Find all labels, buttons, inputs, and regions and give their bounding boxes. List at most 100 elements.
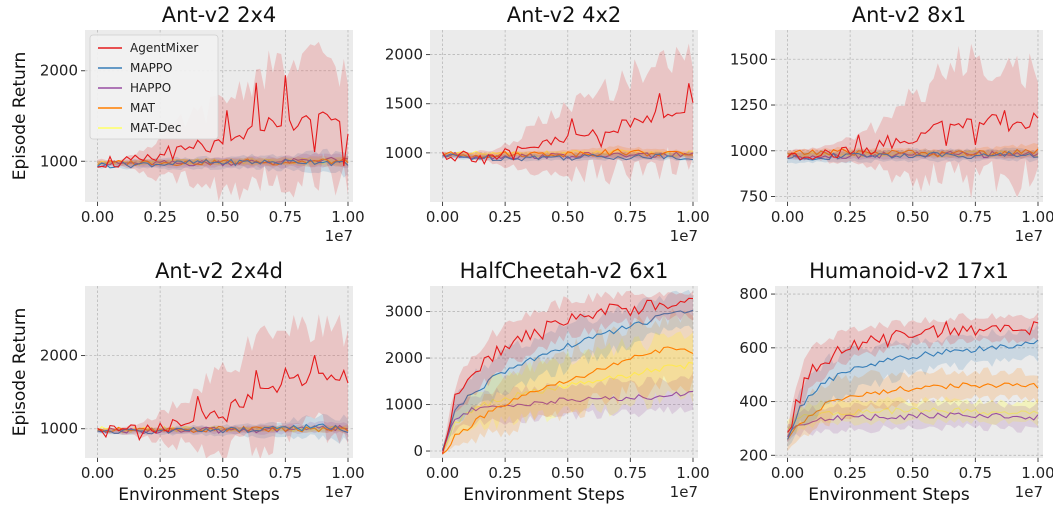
y-tick-label: 1000 — [40, 152, 78, 170]
x-offset-label: 1e7 — [325, 227, 353, 245]
band-mappo — [442, 289, 693, 454]
y-tick-label: 1000 — [40, 420, 78, 438]
x-tick-label: 0.00 — [771, 464, 804, 482]
y-tick-label: 1500 — [385, 95, 423, 113]
x-tick-label: 1.00 — [676, 464, 709, 482]
x-tick-label: 0.50 — [551, 208, 584, 226]
subplot-4: 0.00 0.25 0.50 0.75 1.00 1000 2000 1e7 Ant-v2 2x… — [10, 259, 365, 505]
x-tick-label: 0.75 — [959, 464, 992, 482]
legend-label: MAT-Dec — [130, 121, 181, 135]
plot-area — [775, 286, 1043, 458]
subplot-1: 0.00 0.25 0.50 0.75 1.00 1000 2000 1e7 Ant-v2 2x… — [10, 3, 365, 245]
line-mat-dec — [97, 157, 349, 167]
x-tick-label: 0.50 — [206, 464, 239, 482]
band-agentmixer — [787, 43, 1038, 199]
band-mappo — [787, 322, 1038, 448]
band-happo — [442, 151, 693, 160]
x-tick-label: 0.25 — [488, 208, 521, 226]
x-tick-label: 0.50 — [896, 208, 929, 226]
y-tick-label: 2000 — [40, 62, 78, 80]
line-agentmixer — [97, 355, 349, 442]
x-tick-label: 0.75 — [959, 208, 992, 226]
line-mappo — [97, 423, 349, 435]
line-mappo — [441, 309, 694, 451]
y-axis-label: Episode Return — [10, 308, 30, 437]
y-tick-label: 600 — [739, 339, 768, 357]
band-agentmixer — [787, 312, 1038, 443]
line-happo — [442, 151, 694, 160]
line-agentmixer — [787, 320, 1039, 433]
x-tick-label: 0.25 — [143, 208, 176, 226]
x-tick-label: 0.75 — [614, 208, 647, 226]
y-tick-label: 3000 — [385, 303, 423, 321]
line-mappo — [787, 150, 1039, 161]
band-agentmixer — [97, 314, 348, 458]
legend-box — [89, 34, 219, 140]
series-layer — [442, 43, 694, 185]
line-agentmixer — [787, 110, 1039, 161]
x-tick-label: 1.00 — [331, 464, 364, 482]
x-tick-label: 1.00 — [1021, 208, 1053, 226]
subplot-title: Ant-v2 2x4 — [162, 3, 277, 27]
y-tick-label: 750 — [739, 188, 768, 206]
y-tick-label: 2000 — [40, 347, 78, 365]
subplot-6: 0.00 0.25 0.50 0.75 1.00 200 400 600 800 1e7 Human… — [739, 259, 1053, 505]
band-mappo — [97, 148, 348, 178]
y-tick-label: 2000 — [385, 46, 423, 64]
line-mat — [442, 148, 694, 159]
legend-label: MAPPO — [130, 61, 172, 75]
series-layer — [441, 289, 694, 456]
x-tick-label: 0.50 — [896, 464, 929, 482]
y-axis-label: Episode Return — [10, 52, 30, 181]
line-mat-dec — [787, 407, 1039, 430]
x-offset-label: 1e7 — [670, 227, 698, 245]
y-tick-label: 1250 — [730, 96, 768, 114]
x-offset-label: 1e7 — [325, 483, 353, 501]
band-mappo — [97, 413, 348, 444]
x-tick-label: 0.00 — [426, 464, 459, 482]
y-tick-label: 1000 — [385, 144, 423, 162]
line-mappo — [442, 153, 694, 162]
y-tick-label: 1000 — [385, 396, 423, 414]
x-offset-label: 1e7 — [1015, 227, 1043, 245]
band-happo — [442, 372, 693, 454]
series-layer — [787, 43, 1039, 199]
y-tick-label: 0 — [413, 442, 423, 460]
band-agentmixer — [442, 290, 693, 453]
x-axis-label: Environment Steps — [808, 485, 970, 505]
subplot-title: Ant-v2 2x4d — [155, 259, 283, 283]
line-agentmixer — [441, 297, 694, 454]
line-mat — [787, 382, 1039, 440]
line-mappo — [97, 158, 349, 169]
legend-label: AgentMixer — [130, 41, 198, 55]
series-layer — [97, 41, 349, 202]
legend-label: HAPPO — [130, 81, 171, 95]
line-agentmixer — [97, 75, 349, 168]
x-axis-label: Environment Steps — [463, 485, 625, 505]
x-axis-label: Environment Steps — [118, 485, 280, 505]
band-happo — [787, 399, 1038, 443]
line-happo — [787, 412, 1039, 438]
line-mappo — [786, 339, 1039, 440]
series-layer — [786, 312, 1039, 452]
subplot-title: Humanoid-v2 17x1 — [809, 259, 1009, 283]
subplot-title: HalfCheetah-v2 6x1 — [460, 259, 669, 283]
x-tick-label: 0.50 — [206, 208, 239, 226]
subplot-5: 0.00 0.25 0.50 0.75 1.00 0 1000 2000 3000 1e7 Half… — [385, 259, 710, 505]
y-tick-label: 1500 — [730, 50, 768, 68]
x-tick-label: 1.00 — [331, 208, 364, 226]
x-offset-label: 1e7 — [670, 483, 698, 501]
line-mat — [787, 148, 1039, 158]
legend-label: MAT — [130, 101, 156, 115]
plot-area — [430, 286, 698, 458]
x-tick-label: 0.25 — [833, 208, 866, 226]
subplot-title: Ant-v2 4x2 — [507, 3, 622, 27]
x-tick-label: 0.25 — [488, 464, 521, 482]
legend: AgentMixer MAPPO HAPPO MAT MAT-Dec — [89, 34, 219, 140]
x-tick-label: 0.00 — [81, 464, 114, 482]
band-mat-dec — [442, 331, 693, 453]
x-tick-label: 0.25 — [833, 464, 866, 482]
y-tick-label: 200 — [739, 446, 768, 464]
band-mat-dec — [787, 396, 1038, 439]
x-tick-label: 0.75 — [269, 208, 302, 226]
